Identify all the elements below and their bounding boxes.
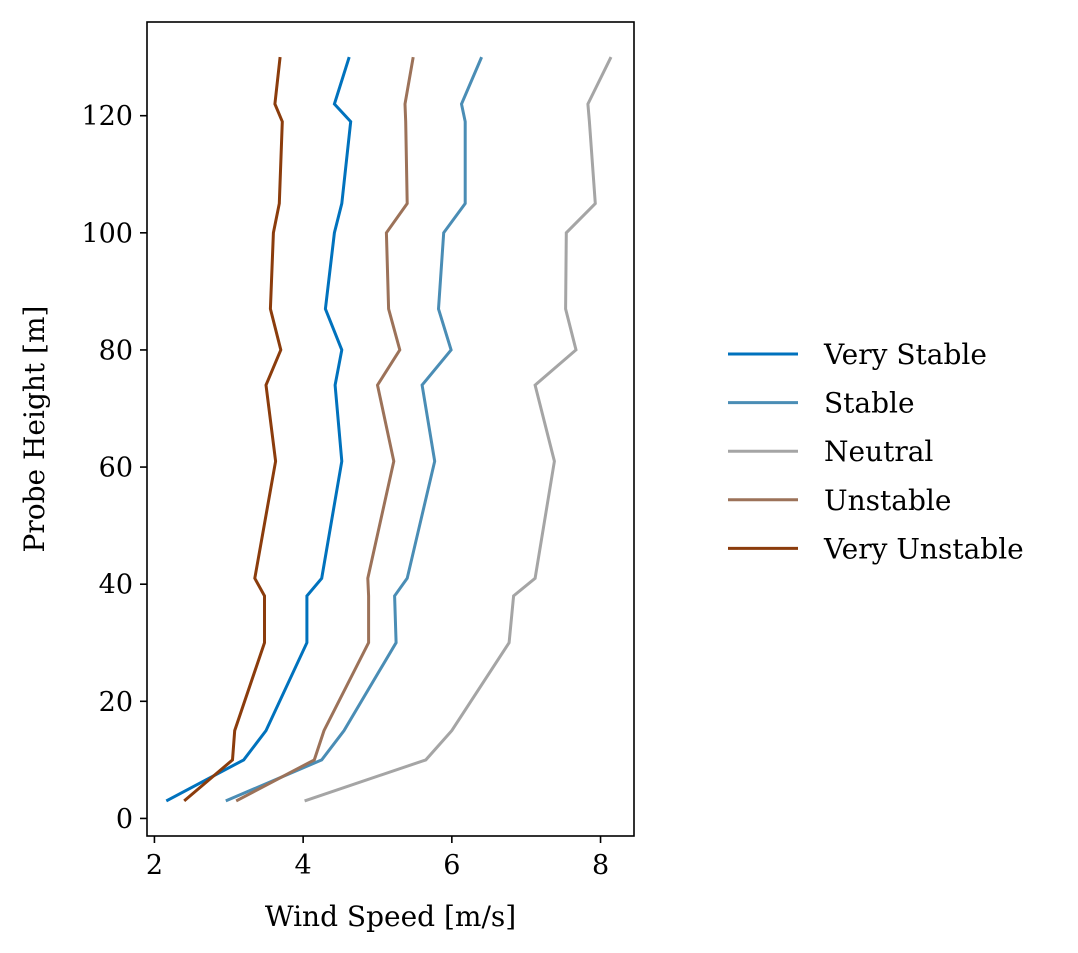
series-line-unstable [235,56,415,803]
legend-label-very-unstable: Very Unstable [823,532,1024,565]
x-axis: 2 4 6 8 [146,836,609,881]
series-layer [165,56,613,803]
legend-label-unstable: Unstable [824,484,951,517]
series-line-very-unstable [183,56,284,803]
x-tick-label: 2 [146,850,163,881]
y-tick-label: 100 [81,218,133,249]
plot-frame [146,21,635,837]
y-tick-label: 20 [99,687,133,718]
x-tick-label: 4 [295,850,312,881]
y-axis-label: Probe Height [m] [18,306,51,553]
y-tick-label: 80 [99,335,133,366]
y-tick-label: 0 [116,804,133,835]
legend-label-neutral: Neutral [824,435,933,468]
y-axis: 0 20 40 60 80 100 120 [81,101,147,835]
series-line-neutral [304,56,613,803]
y-tick-label: 120 [81,101,133,132]
x-tick-label: 8 [592,850,609,881]
series-line-stable [225,56,483,803]
x-tick-label: 6 [443,850,460,881]
y-tick-label: 60 [99,453,133,484]
series-line-very-stable [165,56,353,803]
y-tick-label: 40 [99,570,133,601]
x-axis-label: Wind Speed [m/s] [265,900,516,933]
legend-label-stable: Stable [824,387,915,420]
legend-label-very-stable: Very Stable [823,338,987,371]
legend: Very Stable Stable Neutral Unstable Very Uns… [728,338,1024,565]
